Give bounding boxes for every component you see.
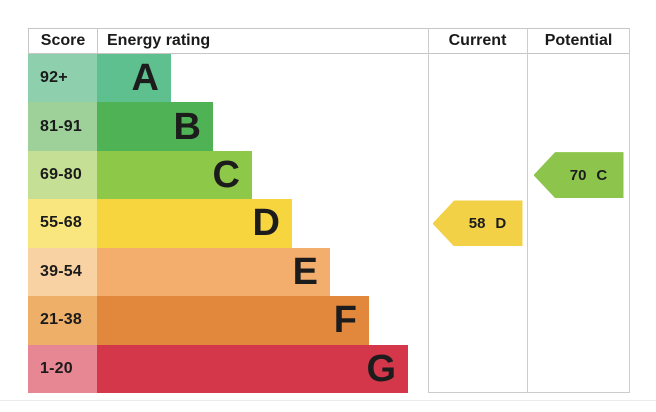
- rating-bar-b: B: [97, 102, 213, 151]
- score-range-e: 39-54: [28, 247, 97, 297]
- band-row-e: 39-54 E: [28, 247, 630, 297]
- score-range-g: 1-20: [28, 344, 97, 393]
- divider-potential-column: [527, 28, 528, 393]
- column-header-score: Score: [28, 29, 97, 53]
- current-score-value: 58: [468, 214, 486, 232]
- current-rating-arrow: 58 D: [432, 200, 523, 247]
- potential-score-value: 70: [569, 166, 587, 184]
- table-header: Score Energy rating Current Potential: [28, 28, 630, 54]
- rating-bar-a: A: [97, 54, 171, 103]
- rating-bar-e: E: [97, 247, 330, 297]
- rating-bands: 92+ A 81-91 B 69-80 C 55-68 D 39-54 E 21-38 F 1-20 G: [28, 54, 630, 393]
- band-row-g: 1-20 G: [28, 344, 630, 393]
- rating-bar-d: D: [97, 199, 292, 248]
- band-row-d: 55-68 D: [28, 199, 630, 248]
- score-range-a: 92+: [28, 54, 97, 103]
- band-row-c: 69-80 C: [28, 150, 630, 200]
- epc-rating-chart: Score Energy rating Current Potential 92…: [28, 28, 630, 393]
- divider-right-edge: [629, 28, 630, 393]
- column-header-energy-rating: Energy rating: [97, 29, 428, 53]
- divider-bottom: [428, 392, 630, 393]
- column-header-current: Current: [448, 32, 507, 49]
- potential-rating-letter: C: [596, 166, 608, 184]
- score-range-d: 55-68: [28, 199, 97, 248]
- page-separator-line: [0, 400, 656, 401]
- score-range-f: 21-38: [28, 296, 97, 345]
- band-row-f: 21-38 F: [28, 296, 630, 345]
- rating-bar-g: G: [97, 344, 408, 393]
- potential-rating-arrow: 70 C: [533, 152, 624, 199]
- divider-current-column: [428, 28, 429, 393]
- score-range-c: 69-80: [28, 150, 97, 200]
- current-rating-letter: D: [495, 214, 507, 232]
- column-header-potential: Potential: [544, 32, 613, 49]
- rating-bar-c: C: [97, 150, 252, 200]
- score-range-b: 81-91: [28, 102, 97, 151]
- band-row-a: 92+ A: [28, 54, 630, 103]
- rating-bar-f: F: [97, 296, 369, 345]
- band-row-b: 81-91 B: [28, 102, 630, 151]
